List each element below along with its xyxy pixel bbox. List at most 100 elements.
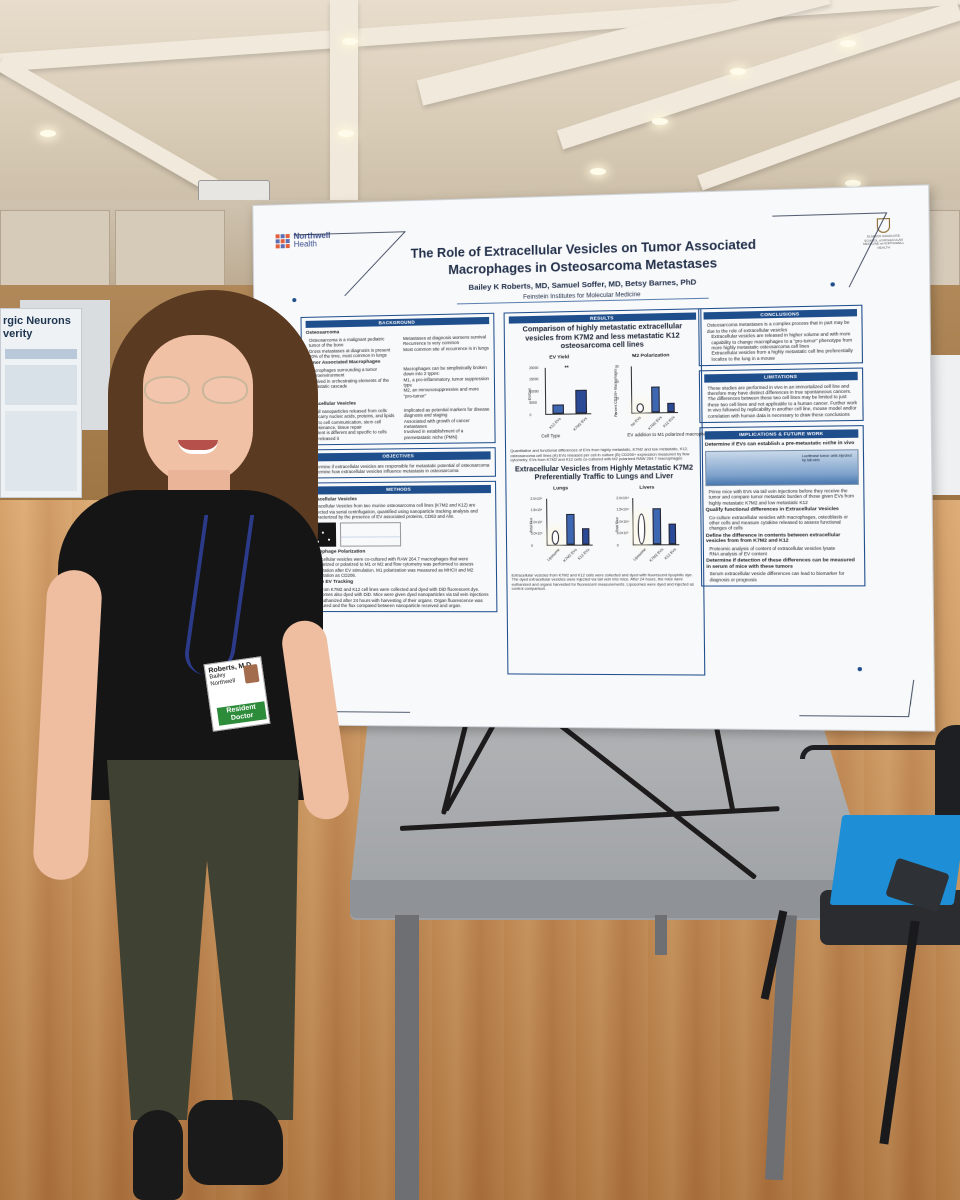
- presenter: Roberts, M.D. Bailey Northwell Resident …: [28, 290, 348, 1200]
- poster-column-right: CONCLUSIONS Osteosarcoma metastases is a…: [698, 305, 866, 682]
- limitations-heading: LIMITATIONS: [704, 372, 858, 382]
- implications-q4: Determine if detection of these differen…: [706, 559, 860, 571]
- ceiling-beam: [330, 0, 358, 200]
- table-leg: [655, 915, 667, 955]
- figure1-charts: EV Yield EV/Cell 20000 15000 10000 5000 0 K12 E…: [509, 353, 697, 446]
- chart-y-tick: 15000: [529, 378, 538, 384]
- ceiling-light: [730, 68, 746, 75]
- chart-title: Livers: [615, 485, 679, 491]
- chart-axis: [546, 498, 593, 545]
- chart-y-tick: 30: [615, 364, 619, 370]
- livers-chart: Livers Total Flux 2.0×10¹⁰ 1.5×10¹⁰ 1.0×10¹⁰…: [615, 485, 679, 568]
- chart-bar: [667, 402, 675, 412]
- ceiling-light: [40, 130, 56, 137]
- limitations-text: These studies are performed in vivo in a…: [708, 383, 859, 419]
- implications-q1: Determine if EVs can establish a pre-met…: [705, 440, 859, 447]
- olive-pants: [103, 760, 303, 1120]
- chart-y-label: Percent CD206+ Macrophages: [613, 369, 619, 416]
- chart-y-tick: 1.5×10⁹: [531, 508, 543, 514]
- chart-bar: [582, 528, 590, 545]
- chart-x-title: Cell Type: [541, 433, 560, 439]
- badge-photo: [243, 664, 259, 684]
- chart-x-tick: K7M2 EVs: [573, 416, 590, 432]
- chart-y-tick: 5.0×10⁹: [617, 531, 629, 537]
- chart-y-tick: 1.0×10¹⁰: [617, 519, 630, 525]
- poster-column-middle: RESULTS Comparison of highly metastatic …: [504, 308, 706, 681]
- conclusions-section: CONCLUSIONS Osteosarcoma metastases is a…: [698, 305, 863, 367]
- ceiling-light: [652, 118, 668, 125]
- chart-x-tick: No EVs: [630, 416, 643, 429]
- m2-polarization-chart: M2 Polarization Percent CD206+ Macrophage…: [614, 353, 689, 437]
- chart-title: Lungs: [529, 486, 592, 492]
- implications-q2-text: Co-culture extracellular vesicles with m…: [709, 514, 859, 532]
- results-heading: RESULTS: [509, 312, 696, 324]
- research-poster: Northwell Health ELMEZZI GRADUATE SCHOOL…: [252, 184, 935, 731]
- chart-bar: [669, 524, 677, 544]
- right-shoe: [188, 1100, 283, 1185]
- chart-x-tick: K7M2 EVs: [647, 415, 664, 431]
- ceiling: [0, 0, 960, 215]
- chart-y-tick: 1.0×10⁹: [531, 520, 543, 526]
- chart-y-tick: 5000: [529, 401, 536, 407]
- figure2-charts: Lungs Total Flux 2.0×10⁹ 1.5×10⁹ 1.0×10⁹ 5.0×…: [511, 485, 699, 570]
- table-leg: [395, 915, 419, 1200]
- chart-axis: [632, 497, 679, 545]
- figure2-caption: Extracellular vesicles from K7M2 and K12…: [512, 573, 700, 592]
- lungs-chart: Lungs Total Flux 2.0×10⁹ 1.5×10⁹ 1.0×10⁹ 5.0×…: [529, 486, 593, 568]
- chart-x-tick: K7M2 EVs: [562, 547, 578, 563]
- chart-y-tick: 0: [531, 543, 533, 549]
- chart-y-tick: 0: [530, 413, 532, 419]
- chart-y-tick: 5.0×10⁸: [531, 532, 543, 538]
- chart-y-tick: 20: [615, 380, 619, 386]
- chair-arm: [800, 745, 960, 759]
- figure1-title: Comparison of highly metastatic extracel…: [509, 323, 697, 353]
- chart-axis: [545, 367, 592, 415]
- wall-panel: [115, 210, 225, 290]
- chart-y-tick: 20000: [529, 366, 538, 372]
- chart-x-tick: K12 EVs: [577, 547, 591, 561]
- chart-bar: [551, 530, 559, 544]
- chart-bar: [575, 390, 587, 414]
- implications-q4-text: Serum extracellular vesicle differences …: [710, 571, 860, 583]
- implications-q2: Qualify functional differences in Extrac…: [706, 507, 860, 514]
- figure1-caption: Quantitative and functional differences …: [510, 447, 697, 463]
- glasses: [144, 376, 252, 406]
- nanoparticle-tracking-plot: [340, 523, 401, 548]
- chart-y-tick: 0: [615, 412, 617, 418]
- chart-x-tick: K12 EVs: [549, 417, 563, 431]
- chart-significance: **: [565, 366, 569, 372]
- chart-bar: [653, 508, 661, 544]
- chart-y-tick: 10000: [529, 389, 538, 395]
- implications-q1-text: Prime mice with EVs via tail vein inject…: [709, 488, 859, 506]
- chart-x-tick: K7M2 EVs: [649, 547, 666, 563]
- bullet: M2, an immunosuppressive and more "pro-t…: [404, 387, 490, 399]
- id-badge: Roberts, M.D. Bailey Northwell Resident …: [204, 656, 271, 731]
- bullet: Involved in establishment of a premetast…: [404, 428, 490, 440]
- results-section: RESULTS Comparison of highly metastatic …: [504, 308, 706, 675]
- chart-x-tick: Liposome: [547, 547, 562, 562]
- ceiling-light: [342, 38, 358, 45]
- ivis-note: Luciferase tumor cells injected by tail-…: [802, 453, 854, 462]
- ev-yield-chart: EV Yield EV/Cell 20000 15000 10000 5000 0 K12 E…: [528, 355, 592, 438]
- face: [143, 335, 253, 485]
- implications-section: IMPLICATIONS & FUTURE WORK Determine if …: [699, 425, 865, 586]
- chart-x-tick: Liposome: [633, 547, 649, 562]
- chart-title: M2 Polarization: [614, 353, 688, 360]
- left-arm: [32, 569, 103, 881]
- chart-bar: [566, 514, 574, 545]
- implications-heading: IMPLICATIONS & FUTURE WORK: [705, 429, 859, 439]
- wall-panel: [0, 210, 110, 290]
- chart-bar: [552, 404, 564, 414]
- implications-q3: Define the difference in contents betwee…: [706, 533, 860, 545]
- chart-y-tick: 10: [615, 396, 619, 402]
- chart-bar: [651, 387, 659, 412]
- chart-y-tick: 2.0×10⁹: [530, 496, 542, 502]
- ceiling-light: [840, 40, 856, 47]
- limitations-section: LIMITATIONS These studies are performed …: [699, 368, 864, 423]
- chart-x-tick: K12 EVs: [662, 415, 677, 429]
- chart-axis: [631, 365, 678, 413]
- ceiling-light: [590, 168, 606, 175]
- badge-role-tag: Resident Doctor: [217, 701, 267, 726]
- left-shoe: [133, 1110, 183, 1200]
- chart-bar: [637, 513, 645, 544]
